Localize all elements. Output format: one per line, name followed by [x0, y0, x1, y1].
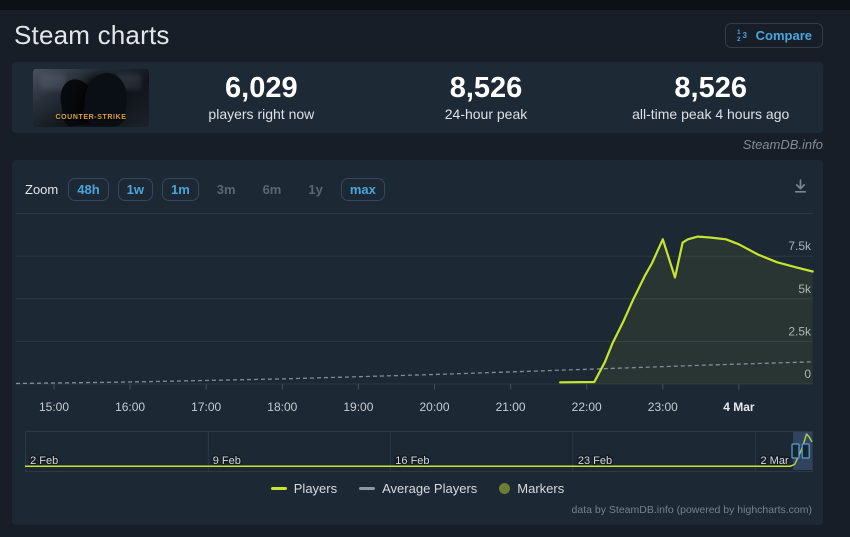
navigator-date-label: 2 Feb	[30, 455, 58, 467]
legend-marker	[270, 487, 287, 490]
navigator-handle-left[interactable]	[791, 443, 800, 459]
svg-text:1: 1	[737, 29, 741, 36]
page-header: Steam charts 1 2 3 Compare	[14, 17, 823, 53]
legend-label: Players	[293, 481, 338, 496]
compare-button[interactable]: 1 2 3 Compare	[724, 22, 823, 48]
chart-legend: Players Average Players Markers	[12, 481, 823, 496]
y-axis-label: 0	[804, 367, 811, 381]
navigator-handle-right[interactable]	[801, 443, 810, 459]
x-axis-label: 21:00	[496, 400, 526, 414]
legend-label: Average Players	[382, 481, 478, 496]
stat-value: 6,029	[225, 72, 298, 105]
legend-marker	[499, 483, 511, 494]
svg-text:3: 3	[742, 31, 747, 40]
highcharts-plot: 7.5k 5k 2.5k 0 15:00 16:00 17:00 18:00 19:00 20:0…	[15, 213, 814, 472]
stat-label: all-time peak 4 hours ago	[632, 105, 790, 122]
capsule-art	[40, 73, 66, 90]
app-logo-text: COUNTER-STRIKE	[55, 113, 127, 121]
chart-credit: data by SteamDB.info (powered by highcha…	[571, 504, 812, 516]
x-axis-label: 16:00	[115, 400, 145, 414]
zoom-button-group: 48h 1w 1m 3m 6m 1y max	[68, 177, 394, 201]
legend-label: Markers	[517, 481, 565, 496]
x-axis-label: 19:00	[343, 400, 373, 414]
zoom-button-1m[interactable]: 1m	[161, 177, 199, 201]
navigator-date-label: 9 Feb	[213, 455, 241, 467]
zoom-label: Zoom	[25, 181, 59, 197]
zoom-button-48h[interactable]: 48h	[68, 177, 109, 201]
svg-text:2: 2	[737, 36, 741, 42]
stat-value: 8,526	[674, 72, 747, 105]
stat-players-now: 6,029 players right now	[149, 72, 374, 122]
average-players-line	[15, 361, 813, 385]
browser-chrome-strip	[0, 0, 850, 10]
players-area-fill	[560, 236, 813, 384]
legend-marker	[359, 487, 376, 490]
compare-label: Compare	[755, 27, 812, 43]
y-axis-label: 2.5k	[788, 324, 812, 338]
legend-item-average-players[interactable]: Average Players	[359, 481, 477, 496]
steamdb-watermark: SteamDB.info	[742, 137, 823, 152]
x-axis-label: 23:00	[648, 400, 678, 414]
stats-panel: COUNTER-STRIKE 6,029 players right now 8…	[12, 62, 823, 133]
x-axis-label: 18:00	[267, 400, 297, 414]
navigator-date-label: 23 Feb	[578, 455, 612, 467]
legend-item-markers[interactable]: Markers	[499, 481, 564, 496]
navigator-outline	[25, 431, 813, 472]
download-icon[interactable]	[790, 176, 811, 202]
stat-value: 8,526	[449, 72, 523, 105]
app-capsule-image[interactable]: COUNTER-STRIKE	[33, 68, 149, 127]
navigator-date-label: 2 Mar	[761, 455, 789, 467]
ordered-list-icon: 1 2 3	[737, 29, 748, 42]
stat-label: 24-hour peak	[444, 105, 528, 122]
stat-alltime-peak: 8,526 all-time peak 4 hours ago	[598, 72, 823, 122]
chart-panel: Zoom 48h 1w 1m 3m 6m 1y max 7.5k 5k 2.5k 0 15:00 16…	[12, 160, 823, 525]
zoom-button-max[interactable]: max	[340, 177, 385, 201]
x-axis-label: 17:00	[191, 400, 221, 414]
x-axis-label: 15:00	[39, 400, 69, 414]
players-line	[559, 235, 814, 384]
zoom-button-3m: 3m	[216, 181, 236, 197]
x-axis-label: 4 Mar	[723, 400, 755, 414]
y-axis-label: 7.5k	[788, 239, 812, 253]
stat-label: players right now	[208, 105, 315, 122]
zoom-button-6m: 6m	[262, 181, 282, 197]
y-axis-label: 5k	[798, 282, 812, 296]
x-axis-label: 22:00	[572, 400, 602, 414]
zoom-button-1y: 1y	[308, 181, 323, 197]
chart-toolbar: Zoom 48h 1w 1m 3m 6m 1y max	[25, 175, 811, 203]
x-axis-label: 20:00	[419, 400, 449, 414]
legend-item-players[interactable]: Players	[270, 481, 338, 496]
stat-24h-peak: 8,526 24-hour peak	[374, 72, 599, 122]
zoom-button-1w[interactable]: 1w	[117, 177, 153, 201]
page-title: Steam charts	[14, 19, 170, 50]
navigator-date-label: 16 Feb	[395, 455, 429, 467]
